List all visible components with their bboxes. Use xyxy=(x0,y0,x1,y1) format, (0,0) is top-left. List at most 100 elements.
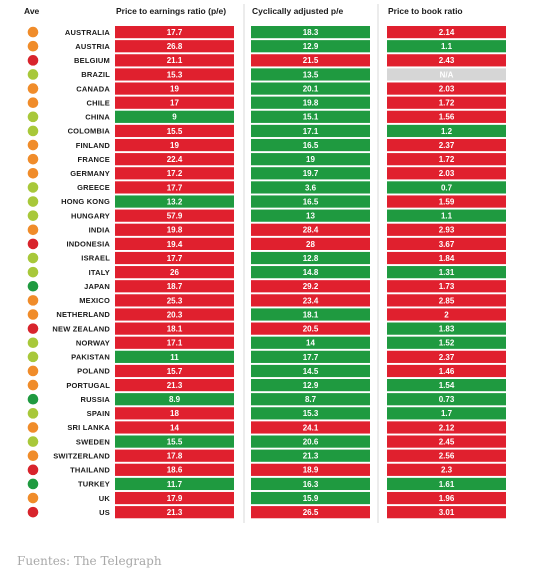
pe-value: 17.9 xyxy=(167,494,183,503)
table-row-indonesia: INDONESIA 19.4 28 3.67 xyxy=(27,237,506,250)
ave-dot xyxy=(27,379,39,391)
pb-value: 1.54 xyxy=(439,381,455,390)
cape-cell xyxy=(251,280,370,293)
pb-value: 1.1 xyxy=(441,42,453,51)
country-label: GERMANY xyxy=(70,169,110,178)
pb-value: 3.01 xyxy=(439,508,455,517)
pe-value: 57.9 xyxy=(167,212,183,221)
pb-cell xyxy=(387,308,506,321)
cape-value: 17.1 xyxy=(303,127,319,136)
pe-cell xyxy=(115,350,234,363)
pe-cell xyxy=(115,421,234,434)
table-row-japan: JAPAN 18.7 29.2 1.73 xyxy=(27,280,506,293)
pb-cell xyxy=(387,266,506,279)
ave-dot xyxy=(27,436,39,447)
pb-cell xyxy=(387,435,506,448)
cape-value: 29.2 xyxy=(303,282,319,291)
cape-value: 16.5 xyxy=(303,141,319,150)
pe-cell xyxy=(115,364,234,378)
pb-value: 1.31 xyxy=(439,268,455,277)
cape-cell xyxy=(251,491,370,505)
table-row-china: CHINA 9 15.1 1.56 xyxy=(27,110,506,123)
cape-cell xyxy=(251,124,370,138)
pe-cell xyxy=(115,308,234,321)
header-pe: Price to earnings ratio (p/e) xyxy=(116,6,226,16)
table-row-norway: NORWAY 17.1 14 1.52 xyxy=(27,336,506,349)
pb-value: 1.61 xyxy=(439,480,455,489)
country-label: CHILE xyxy=(87,98,111,107)
cape-value: 13 xyxy=(306,212,315,221)
country-label: HUNGARY xyxy=(71,211,110,220)
pe-value: 11 xyxy=(170,353,179,362)
pb-value: 1.72 xyxy=(439,99,455,108)
pe-value: 26 xyxy=(170,268,179,277)
cape-value: 19.8 xyxy=(303,99,319,108)
country-label: SPAIN xyxy=(87,409,110,418)
table-row-spain: SPAIN 18 15.3 1.7 xyxy=(27,407,506,420)
cape-value: 18.1 xyxy=(303,310,319,319)
pb-value: N/A xyxy=(440,70,454,79)
pb-value: 1.7 xyxy=(441,409,453,418)
country-label: BELGIUM xyxy=(74,56,110,65)
table-row-sweden: SWEDEN 15.5 20.6 2.45 xyxy=(27,435,506,448)
pb-cell xyxy=(387,506,506,519)
pe-cell xyxy=(115,223,234,236)
pe-cell xyxy=(115,322,234,335)
cape-value: 14 xyxy=(306,339,315,348)
source-credit: Fuentes: The Telegraph xyxy=(17,554,162,568)
cape-value: 8.7 xyxy=(305,395,317,404)
pb-value: 2.14 xyxy=(439,28,455,37)
ave-dot xyxy=(27,210,39,221)
pe-cell xyxy=(115,280,234,293)
pb-cell xyxy=(387,153,506,166)
table-row-israel: ISRAEL 17.7 12.8 1.84 xyxy=(27,251,506,265)
cape-value: 20.6 xyxy=(303,437,319,446)
country-label: CANADA xyxy=(76,84,110,93)
valuation-table: Ave Price to earnings ratio (p/e) Cyclic… xyxy=(24,4,506,523)
cape-cell xyxy=(251,26,370,39)
table-row-us: US 21.3 26.5 3.01 xyxy=(27,506,506,519)
table-row-colombia: COLOMBIA 15.5 17.1 1.2 xyxy=(27,124,506,138)
cape-value: 12.9 xyxy=(303,381,319,390)
pb-cell xyxy=(387,138,506,152)
cape-cell xyxy=(251,364,370,378)
country-label: COLOMBIA xyxy=(68,127,111,136)
pb-value: 2.37 xyxy=(439,353,455,362)
pe-value: 15.7 xyxy=(167,367,183,376)
pb-cell xyxy=(387,294,506,307)
ave-dot xyxy=(27,337,39,349)
table-row-poland: POLAND 15.7 14.5 1.46 xyxy=(27,364,506,378)
pe-value: 18.1 xyxy=(167,325,183,334)
pb-value: 1.2 xyxy=(441,127,453,136)
pb-cell xyxy=(387,181,506,194)
cape-value: 21.3 xyxy=(303,452,319,461)
cape-cell xyxy=(251,308,370,321)
pb-cell xyxy=(387,96,506,109)
table-row-thailand: THAILAND 18.6 18.9 2.3 xyxy=(27,463,506,476)
table-row-portugal: PORTUGAL 21.3 12.9 1.54 xyxy=(27,379,506,392)
cape-cell xyxy=(251,336,370,349)
table-row-brazil: BRAZIL 15.3 13.5 N/A xyxy=(27,68,506,81)
pb-cell xyxy=(387,237,506,250)
ave-dot xyxy=(27,40,39,52)
country-label: AUSTRIA xyxy=(75,42,110,51)
cape-cell xyxy=(251,322,370,335)
country-label: FRANCE xyxy=(78,155,110,164)
cape-cell xyxy=(251,138,370,152)
pe-value: 17 xyxy=(170,99,179,108)
pb-cell xyxy=(387,364,506,378)
pb-cell xyxy=(387,82,506,95)
ave-dot xyxy=(27,252,39,264)
ave-dot xyxy=(27,139,39,151)
pb-value: 2.45 xyxy=(439,437,455,446)
cape-value: 15.1 xyxy=(303,113,319,122)
cape-cell xyxy=(251,421,370,434)
cape-value: 13.5 xyxy=(303,70,319,79)
cape-cell xyxy=(251,167,370,180)
country-label: INDONESIA xyxy=(67,240,111,249)
ave-dot xyxy=(27,168,39,179)
ave-dot xyxy=(27,196,39,207)
country-label: CHINA xyxy=(85,113,110,122)
pe-value: 9 xyxy=(172,113,177,122)
pe-value: 17.7 xyxy=(167,28,183,37)
